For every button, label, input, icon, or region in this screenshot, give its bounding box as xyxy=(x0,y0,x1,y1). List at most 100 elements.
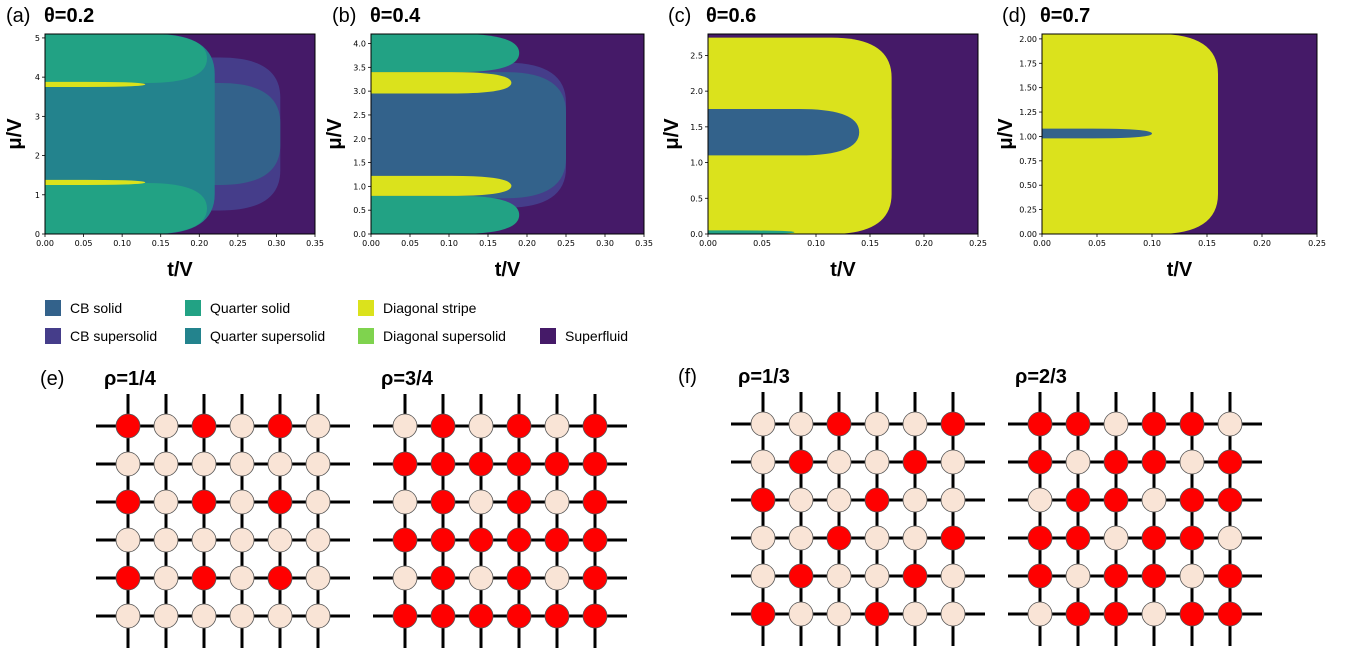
phase-diagram-2: 0.00 0.05 0.10 0.15 0.20 0.25 0.30 0.350.00.51.… xyxy=(324,5,653,281)
occupied-site xyxy=(1066,412,1090,436)
occupied-site xyxy=(1066,526,1090,550)
empty-site xyxy=(306,490,330,514)
empty-site xyxy=(393,490,417,514)
y-tick-label: 2.00 xyxy=(1019,35,1037,44)
x-tick-label: 0.30 xyxy=(268,239,286,248)
y-tick-label: 5 xyxy=(35,34,40,43)
occupied-site xyxy=(941,412,965,436)
legend-label: Diagonal stripe xyxy=(383,300,477,316)
y-tick-label: 0 xyxy=(35,230,40,239)
empty-site xyxy=(827,488,851,512)
empty-site xyxy=(192,528,216,552)
empty-site xyxy=(941,450,965,474)
phase-legend: CB solid Quarter solid Diagonal stripe CB s… xyxy=(45,300,628,344)
occupied-site xyxy=(789,564,813,588)
phase-diagram-1: 0.00 0.05 0.10 0.15 0.20 0.25 0.30 0.35 0 1 2 3 4 5 t/… xyxy=(4,5,324,281)
empty-site xyxy=(306,566,330,590)
x-tick-label: 0.25 xyxy=(969,239,987,248)
empty-site xyxy=(1028,488,1052,512)
density-label: ρ=3/4 xyxy=(381,368,434,390)
y-tick-label: 4.0 xyxy=(353,40,366,49)
legend-swatch xyxy=(45,328,61,344)
occupied-site xyxy=(431,452,455,476)
occupied-site xyxy=(469,604,493,628)
occupied-site xyxy=(903,564,927,588)
region-cb-solid xyxy=(1042,129,1152,139)
occupied-site xyxy=(431,414,455,438)
occupied-site xyxy=(431,528,455,552)
y-tick-label: 1.75 xyxy=(1019,59,1037,68)
x-tick-label: 0.05 xyxy=(401,239,419,248)
empty-site xyxy=(154,528,178,552)
panel-label: (b) xyxy=(332,5,356,27)
region-quarter-solid xyxy=(371,196,519,234)
occupied-site xyxy=(507,490,531,514)
empty-site xyxy=(469,490,493,514)
occupied-site xyxy=(1142,564,1166,588)
legend-swatch xyxy=(358,300,374,316)
occupied-site xyxy=(1104,450,1128,474)
occupied-site xyxy=(469,452,493,476)
occupied-site xyxy=(1218,488,1242,512)
x-tick-label: 0.20 xyxy=(915,239,933,248)
phase-diagram-4: 0.00 0.05 0.10 0.15 0.20 0.250.000.250.500.75… xyxy=(995,5,1326,281)
x-tick-label: 0.35 xyxy=(635,239,653,248)
y-tick-label: 0.5 xyxy=(690,194,703,203)
empty-site xyxy=(154,566,178,590)
y-tick-label: 2.5 xyxy=(690,51,703,60)
occupied-site xyxy=(507,414,531,438)
empty-site xyxy=(941,488,965,512)
empty-site xyxy=(306,414,330,438)
occupied-site xyxy=(116,490,140,514)
occupied-site xyxy=(1180,488,1204,512)
empty-site xyxy=(941,602,965,626)
legend-item: CB supersolid xyxy=(45,328,157,344)
lattice-1: ρ=1/4(e) xyxy=(40,368,350,648)
panel-label: (d) xyxy=(1002,5,1026,27)
occupied-site xyxy=(751,602,775,626)
empty-site xyxy=(827,450,851,474)
density-label: ρ=2/3 xyxy=(1015,366,1067,388)
empty-site xyxy=(903,526,927,550)
empty-site xyxy=(230,452,254,476)
lattice-2: ρ=3/4 xyxy=(373,368,627,648)
occupied-site xyxy=(1066,602,1090,626)
occupied-site xyxy=(545,452,569,476)
legend-swatch xyxy=(185,300,201,316)
empty-site xyxy=(393,414,417,438)
x-tick-label: 0.25 xyxy=(229,239,247,248)
x-tick-label: 0.10 xyxy=(440,239,458,248)
lattice-configurations: ρ=1/4(e) ρ=3/4 ρ=1/3(f) ρ=2/3 xyxy=(40,366,1262,648)
empty-site xyxy=(154,490,178,514)
empty-site xyxy=(903,488,927,512)
occupied-site xyxy=(469,528,493,552)
x-axis-label: t/V xyxy=(830,259,856,281)
occupied-site xyxy=(1218,564,1242,588)
region-quarter-solid xyxy=(45,183,207,234)
legend-item: Superfluid xyxy=(540,328,628,344)
x-tick-label: 0.15 xyxy=(479,239,497,248)
empty-site xyxy=(116,528,140,552)
x-tick-label: 0.00 xyxy=(1033,239,1051,248)
empty-site xyxy=(941,564,965,588)
empty-site xyxy=(545,414,569,438)
x-tick-label: 0.10 xyxy=(1143,239,1161,248)
occupied-site xyxy=(865,602,889,626)
y-tick-label: 2.0 xyxy=(353,135,366,144)
empty-site xyxy=(789,488,813,512)
x-tick-label: 0.10 xyxy=(113,239,131,248)
y-axis-label: μ/V xyxy=(995,118,1017,150)
occupied-site xyxy=(507,604,531,628)
x-tick-label: 0.15 xyxy=(152,239,170,248)
chart-title: θ=0.7 xyxy=(1040,5,1090,27)
x-tick-label: 0.10 xyxy=(807,239,825,248)
x-tick-label: 0.35 xyxy=(306,239,324,248)
region-quarter-solid xyxy=(371,34,519,72)
phase-diagram-3: 0.00 0.05 0.10 0.15 0.20 0.250.00.51.01.52.02… xyxy=(661,5,987,281)
legend-swatch xyxy=(185,328,201,344)
empty-site xyxy=(1180,450,1204,474)
x-tick-label: 0.20 xyxy=(518,239,536,248)
x-tick-label: 0.05 xyxy=(75,239,93,248)
region-diagonal-stripe xyxy=(371,176,511,196)
occupied-site xyxy=(1218,602,1242,626)
